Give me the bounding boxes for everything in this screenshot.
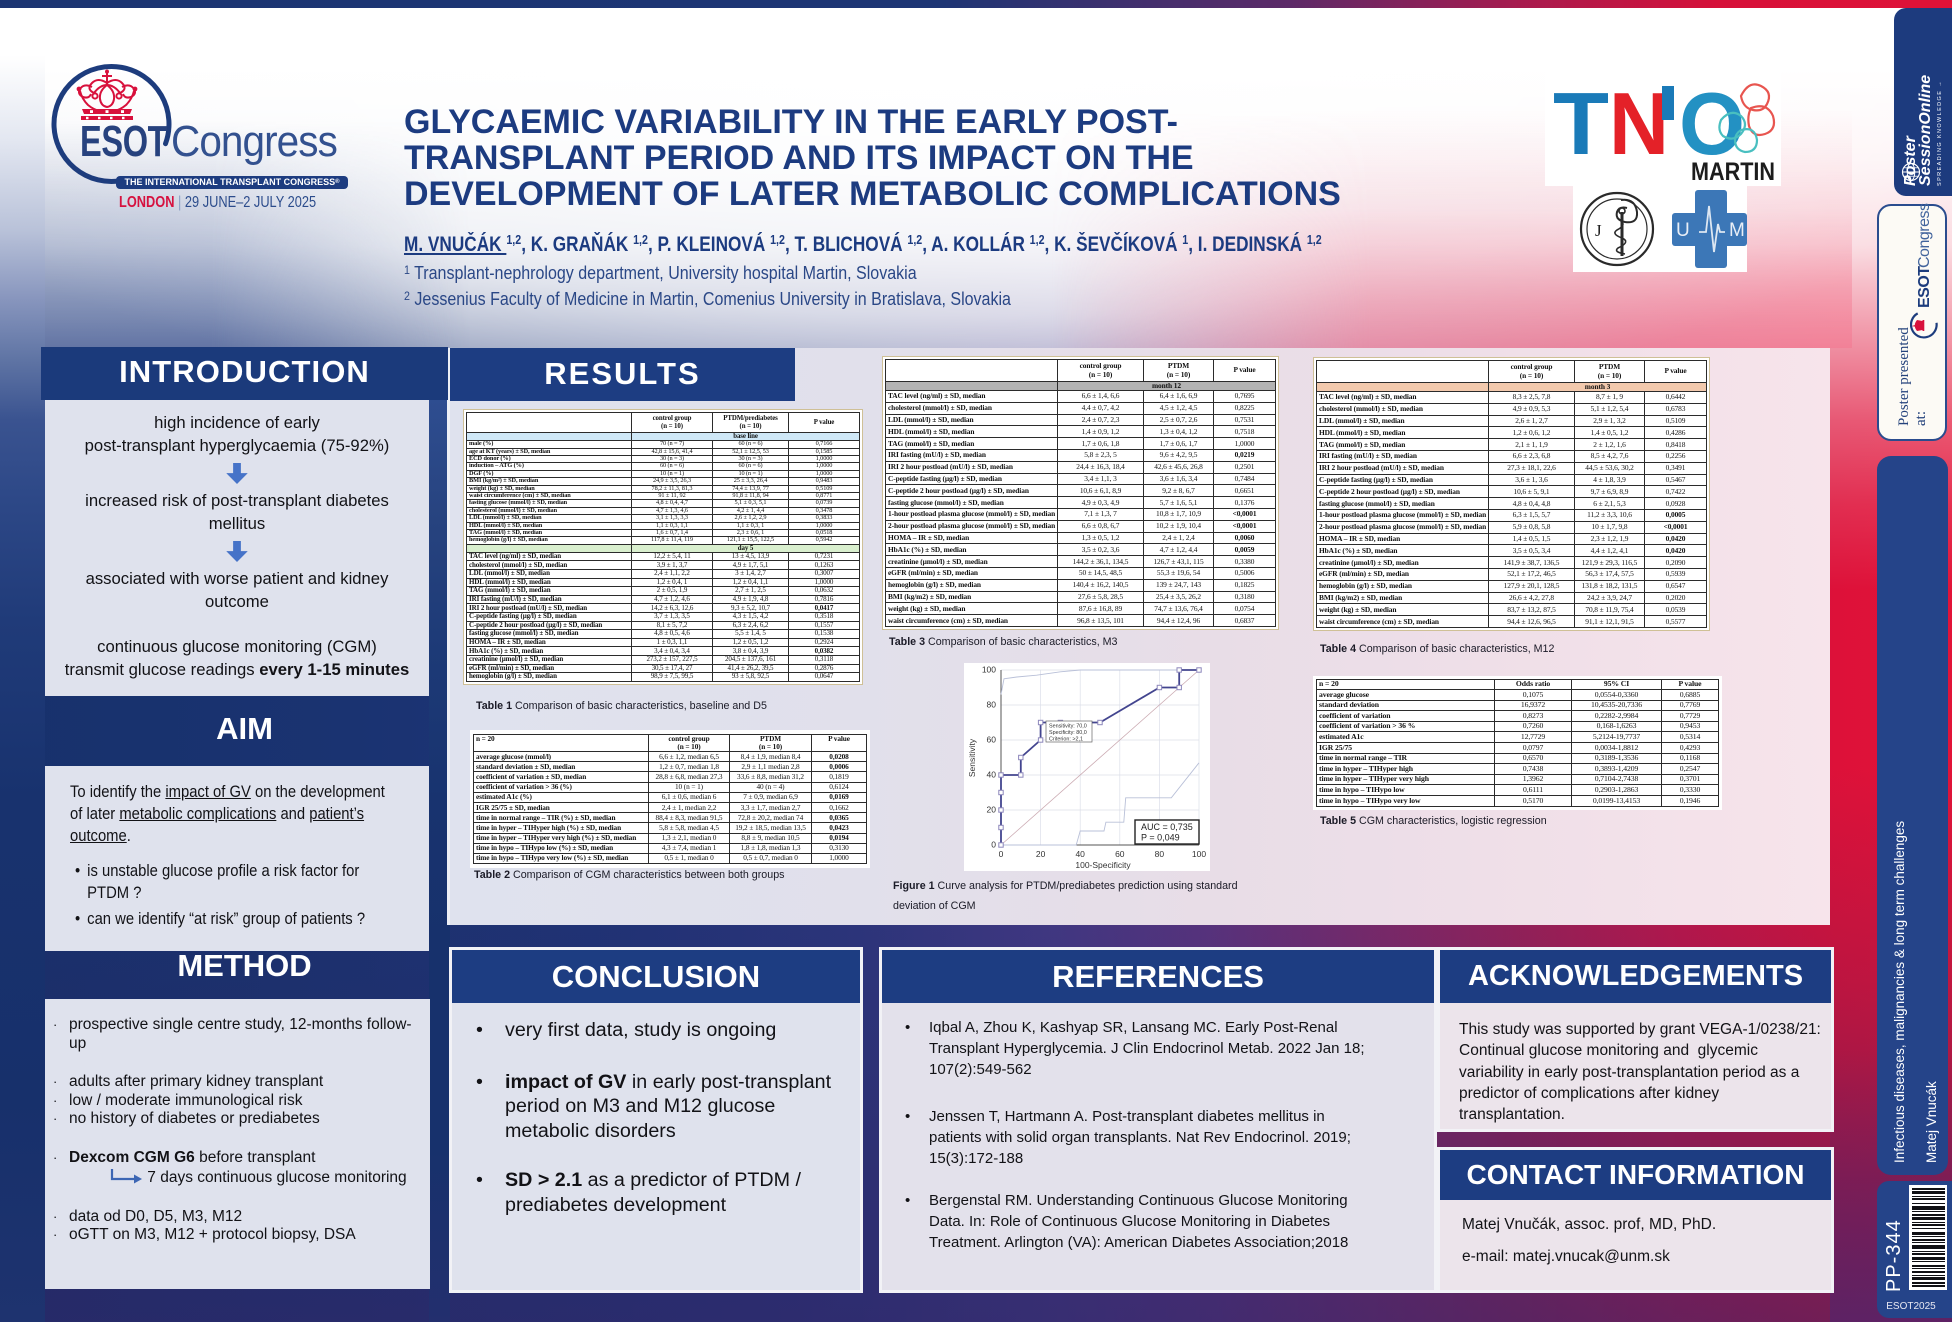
svg-text:20: 20 bbox=[987, 805, 997, 815]
svg-text:T: T bbox=[1553, 74, 1609, 173]
svg-text:100-Specificity: 100-Specificity bbox=[1075, 860, 1131, 870]
svg-text:20: 20 bbox=[1036, 849, 1046, 859]
svg-text:AUC = 0,735: AUC = 0,735 bbox=[1141, 822, 1193, 832]
svg-text:O: O bbox=[1679, 74, 1745, 173]
svg-text:60: 60 bbox=[987, 735, 997, 745]
svg-text:60: 60 bbox=[1115, 849, 1125, 859]
svg-text:MARTIN: MARTIN bbox=[1691, 158, 1775, 186]
svg-text:Sensitivity: Sensitivity bbox=[967, 738, 977, 777]
svg-text:40: 40 bbox=[1075, 849, 1085, 859]
svg-text:Criterion: >2,1: Criterion: >2,1 bbox=[1049, 737, 1083, 743]
svg-text:100: 100 bbox=[1192, 849, 1206, 859]
svg-text:J: J bbox=[1595, 221, 1602, 240]
svg-text:P = 0,049: P = 0,049 bbox=[1141, 833, 1180, 843]
svg-text:100: 100 bbox=[982, 665, 996, 675]
svg-text:80: 80 bbox=[987, 700, 997, 710]
svg-text:M: M bbox=[1729, 220, 1745, 241]
svg-text:0: 0 bbox=[999, 849, 1004, 859]
svg-text:Specificity: 80,0: Specificity: 80,0 bbox=[1049, 730, 1087, 736]
svg-text:U: U bbox=[1676, 220, 1690, 241]
svg-text:80: 80 bbox=[1155, 849, 1165, 859]
svg-text:N: N bbox=[1609, 74, 1669, 173]
svg-text:0: 0 bbox=[991, 840, 996, 850]
svg-text:Sensitivity: 70,0: Sensitivity: 70,0 bbox=[1049, 724, 1087, 730]
svg-text:40: 40 bbox=[987, 770, 997, 780]
